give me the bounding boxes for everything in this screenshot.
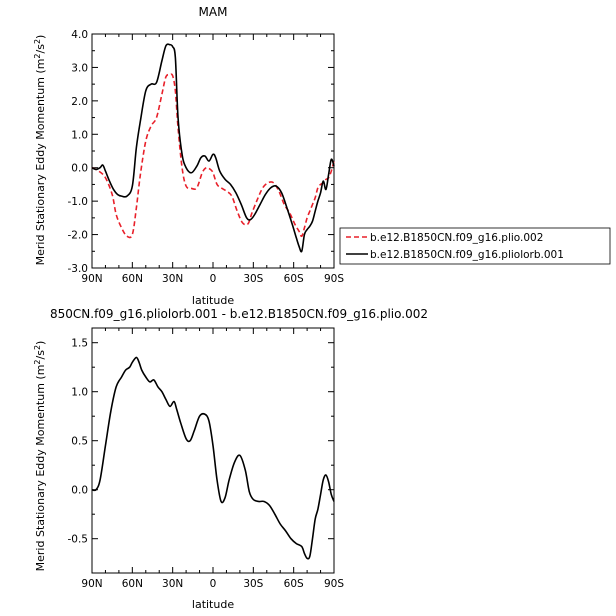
legend-label-plio: b.e12.B1850CN.f09_g16.plio.002 bbox=[370, 232, 543, 244]
top-y-axis-title: Merid Stationary Eddy Momentum (m2/s2) bbox=[33, 35, 48, 266]
top-plot-area: 90N 60N 30N 0 30S 60S 90S -3.0 -2.0 -1.0 0.0 1.0 2.0… bbox=[68, 29, 345, 285]
legend-label-pliolorb: b.e12.B1850CN.f09_g16.pliolorb.001 bbox=[370, 249, 564, 261]
x-tick-label: 60S bbox=[284, 273, 304, 285]
y-tick-label: 1.0 bbox=[71, 129, 88, 141]
top-x-axis-title: latitude bbox=[192, 294, 234, 307]
x-tick-label: 60N bbox=[122, 273, 143, 285]
x-tick-label: 90N bbox=[81, 273, 102, 285]
x-tick-label: 60S bbox=[284, 578, 304, 590]
bottom-x-axis-title: latitude bbox=[192, 598, 234, 611]
legend-box bbox=[339, 227, 611, 265]
y-tick-label: 0.0 bbox=[71, 485, 88, 497]
y-tick-label: 0.5 bbox=[71, 436, 88, 448]
bottom-plot-area: 90N 60N 30N 0 30S 60S 90S -0.5 0.0 0.5 1.0 1.5 bbox=[68, 327, 344, 590]
top-chart: MAM 90N 60N 30N 0 30S 60S 90S -3.0 -2.0 -1.0 0.0 1.… bbox=[33, 5, 345, 307]
y-tick-label: 1.5 bbox=[71, 338, 88, 350]
legend: b.e12.B1850CN.f09_g16.plio.002 b.e12.B18… bbox=[339, 227, 611, 265]
bottom-chart-title: 850CN.f09_g16.pliolorb.001 - b.e12.B1850… bbox=[50, 307, 428, 321]
y-tick-label: -2.0 bbox=[68, 230, 89, 242]
y-tick-label: 3.0 bbox=[71, 62, 88, 74]
x-tick-label: 90S bbox=[324, 273, 344, 285]
x-tick-label: 60N bbox=[122, 578, 143, 590]
x-tick-label: 90S bbox=[324, 578, 344, 590]
y-tick-label: 4.0 bbox=[71, 29, 88, 41]
top-chart-title: MAM bbox=[199, 5, 228, 19]
x-tick-label: 30S bbox=[243, 578, 263, 590]
y-tick-label: -1.0 bbox=[68, 196, 89, 208]
x-tick-label: 30N bbox=[162, 578, 183, 590]
x-tick-label: 30S bbox=[243, 273, 263, 285]
y-tick-label: 2.0 bbox=[71, 96, 88, 108]
y-tick-label: 1.0 bbox=[71, 387, 88, 399]
bottom-chart: 850CN.f09_g16.pliolorb.001 - b.e12.B1850… bbox=[33, 307, 428, 611]
y-tick-label: -3.0 bbox=[68, 263, 89, 275]
bottom-y-axis-title: Merid Stationary Eddy Momentum (m2/s2) bbox=[33, 341, 48, 572]
x-tick-label: 90N bbox=[81, 578, 102, 590]
x-tick-label: 0 bbox=[210, 578, 217, 590]
series-line-top-1 bbox=[91, 43, 335, 253]
series-line-top-0 bbox=[91, 73, 335, 239]
x-tick-label: 0 bbox=[210, 273, 217, 285]
y-tick-label: 0.0 bbox=[71, 163, 88, 175]
y-tick-label: -0.5 bbox=[68, 534, 89, 546]
x-tick-label: 30N bbox=[162, 273, 183, 285]
series-line-bottom-0 bbox=[91, 356, 335, 560]
plot-frame-top bbox=[91, 33, 335, 269]
